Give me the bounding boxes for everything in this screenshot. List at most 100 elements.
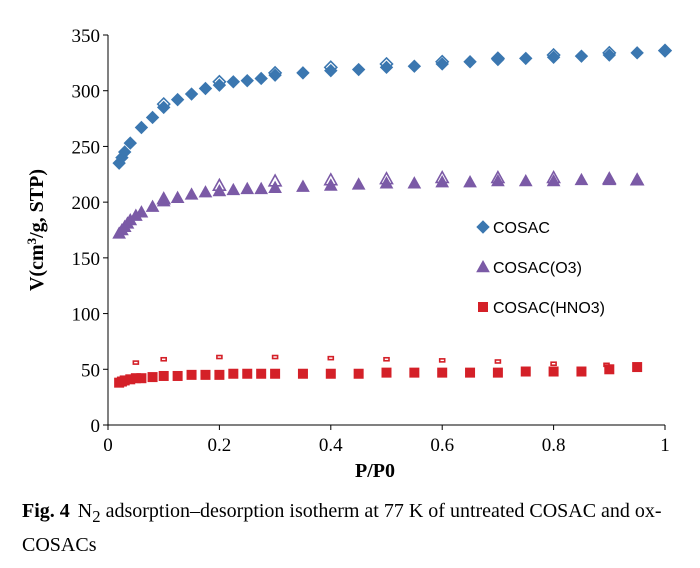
- triangle-desorption-point: [490, 169, 506, 184]
- y-axis-title-superscript: 3: [24, 237, 39, 244]
- triangle-adsorption-point: [296, 179, 310, 192]
- diamond-adsorption-point: [268, 68, 282, 82]
- square-adsorption-point: [186, 369, 197, 380]
- square-adsorption-point: [297, 368, 308, 379]
- triangle-desorption-point: [156, 191, 172, 205]
- x-axis-ticks: 0 0.2 0.4 0.6 0.8 1: [103, 425, 670, 456]
- y-tick-label: 250: [72, 137, 101, 158]
- square-desorption-point: [216, 354, 223, 360]
- y-tick-label: 100: [72, 305, 101, 326]
- square-adsorption-point: [200, 369, 211, 380]
- triangle-adsorption-point: [407, 176, 422, 189]
- square-adsorption-point: [242, 368, 253, 379]
- y-axis-ticks: 0 50 100 150 200 250 300 350: [72, 26, 108, 437]
- diamond-adsorption-point: [123, 136, 137, 150]
- square-adsorption-point: [576, 366, 587, 377]
- square-desorption-point: [271, 354, 279, 360]
- triangle-adsorption-point: [268, 180, 282, 193]
- square-desorption-point: [160, 356, 167, 362]
- diamond-desorption-point: [435, 54, 450, 69]
- triangle-adsorption-point: [170, 190, 185, 203]
- diamond-adsorption-point: [184, 87, 199, 101]
- diamond-desorption-point: [490, 51, 506, 66]
- y-tick-label: 50: [81, 360, 100, 381]
- diamond-adsorption-point: [240, 73, 254, 88]
- triangle-desorption-point: [601, 171, 617, 185]
- triangle-adsorption-point: [518, 173, 533, 187]
- y-tick-label: 350: [72, 26, 101, 47]
- square-adsorption-point: [465, 367, 476, 378]
- square-adsorption-point: [325, 368, 336, 379]
- triangle-adsorption-point: [435, 175, 450, 188]
- diamond-desorption-point: [602, 45, 617, 60]
- diamond-desorption-point: [379, 56, 394, 72]
- x-tick-label: 0.4: [319, 435, 343, 456]
- diamond-adsorption-point: [602, 48, 617, 62]
- caption-text-end: adsorption–desorption isotherm at 77 K o…: [22, 500, 662, 556]
- square-desorption-point: [383, 356, 390, 362]
- triangle-adsorption-point: [240, 181, 255, 195]
- data-markers: [112, 43, 673, 388]
- square-adsorption-point: [353, 368, 364, 379]
- square-adsorption-point: [158, 370, 169, 381]
- x-tick-label: 0.6: [430, 435, 454, 456]
- y-axis-title-part-2: /g, STP): [26, 169, 48, 239]
- legend-triangle-marker: [476, 259, 490, 273]
- triangle-desorption-point: [629, 172, 645, 186]
- triangle-adsorption-point: [198, 185, 213, 198]
- square-adsorption-point: [409, 367, 420, 378]
- triangle-desorption-point: [546, 169, 561, 184]
- diamond-adsorption-point: [574, 49, 589, 63]
- diamond-adsorption-point: [170, 92, 185, 107]
- x-axis-title: P/P0: [355, 460, 395, 482]
- triangle-adsorption-point: [145, 199, 160, 212]
- x-tick-label: 1: [660, 435, 670, 456]
- y-axis-title-part-1: V(cm: [26, 244, 48, 291]
- y-tick-label: 0: [91, 416, 101, 437]
- diamond-adsorption-point: [254, 71, 268, 86]
- legend-label: COSAC: [493, 220, 550, 237]
- triangle-adsorption-point: [254, 181, 269, 195]
- y-tick-label: 300: [72, 82, 101, 103]
- triangle-adsorption-point: [134, 205, 149, 218]
- diamond-adsorption-point: [407, 59, 422, 73]
- figure-label: Fig. 4: [22, 500, 70, 522]
- square-desorption-point: [633, 363, 641, 369]
- x-tick-label: 0.8: [542, 435, 566, 456]
- square-adsorption-point: [548, 366, 559, 377]
- diamond-adsorption-point: [134, 120, 149, 135]
- triangle-adsorption-point: [226, 182, 241, 196]
- diamond-adsorption-point: [145, 110, 160, 125]
- legend-label: COSAC(HNO3): [493, 300, 605, 317]
- x-tick-label: 0: [103, 435, 113, 456]
- square-adsorption-point: [437, 367, 448, 378]
- caption-text-start: N: [77, 500, 93, 522]
- square-adsorption-point: [520, 366, 531, 377]
- legend: COSAC COSAC(O3) COSAC(HNO3): [476, 220, 605, 317]
- square-adsorption-point: [256, 368, 267, 379]
- y-tick-label: 200: [72, 193, 101, 214]
- figure-caption: Fig. 4 N2 adsorption–desorption isotherm …: [22, 497, 692, 560]
- diamond-desorption-point: [323, 60, 338, 75]
- isotherm-chart: 0 0.2 0.4 0.6 0.8 1 0 50 100 150 200 250 300 350 P/P…: [24, 26, 673, 482]
- diamond-adsorption-point: [296, 66, 310, 80]
- square-desorption-point: [327, 355, 335, 361]
- square-adsorption-point: [381, 367, 392, 378]
- diamond-desorption-point: [657, 43, 673, 58]
- diamond-desorption-point: [212, 74, 227, 89]
- square-adsorption-point: [492, 367, 503, 378]
- square-adsorption-point: [270, 368, 281, 379]
- triangle-adsorption-point: [574, 172, 589, 186]
- triangle-desorption-point: [212, 177, 227, 192]
- legend-square-marker: [478, 302, 488, 312]
- diamond-adsorption-point: [351, 62, 366, 77]
- square-desorption-point: [438, 358, 446, 363]
- triangle-adsorption-point: [184, 187, 199, 200]
- square-adsorption-point: [228, 368, 239, 379]
- y-tick-label: 150: [72, 249, 101, 270]
- diamond-adsorption-point: [435, 57, 449, 71]
- triangle-adsorption-point: [379, 176, 394, 189]
- square-adsorption-point: [147, 372, 158, 383]
- diamond-adsorption-point: [519, 51, 533, 66]
- diamond-adsorption-point: [463, 55, 477, 69]
